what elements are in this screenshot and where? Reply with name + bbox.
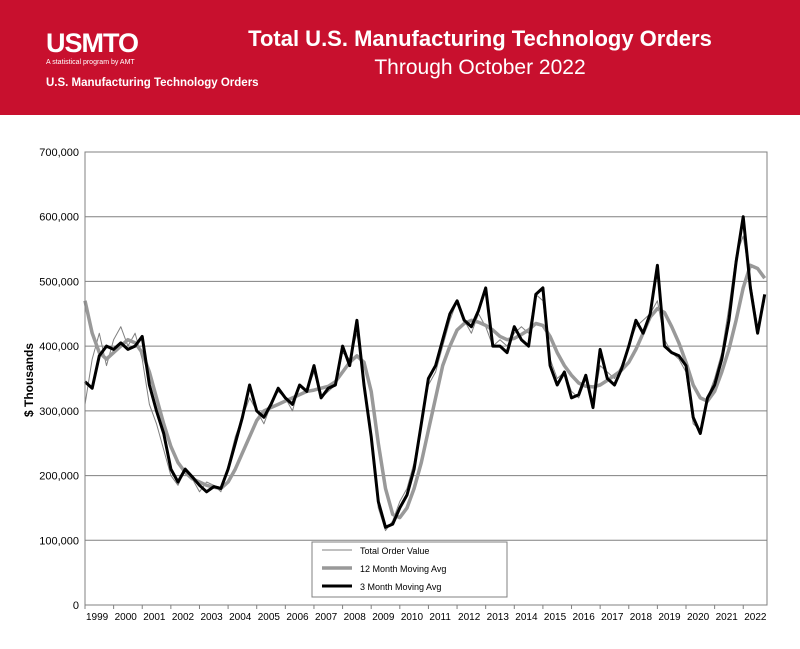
x-tick-label: 2021: [716, 612, 739, 623]
x-tick-label: 2005: [258, 612, 281, 623]
x-axis: 1999 2000 2001 2002 2003 2004 2005 2006 2007 2008…: [84, 605, 767, 623]
x-tick-label: 2019: [658, 612, 681, 623]
x-tick-label: 2013: [487, 612, 510, 623]
x-tick-label: 2008: [344, 612, 367, 623]
x-tick-label: 2018: [630, 612, 653, 623]
x-tick-label: 2007: [315, 612, 338, 623]
x-tick-label: 1999: [86, 612, 109, 623]
y-tick-label: 500,000: [39, 276, 79, 288]
y-tick-label: 100,000: [39, 535, 79, 547]
x-tick-label: 2010: [401, 612, 424, 623]
x-tick-label: 2014: [515, 612, 538, 623]
plot-border: [84, 151, 768, 606]
x-tick-label: 2000: [115, 612, 138, 623]
x-tick-label: 2009: [372, 612, 395, 623]
y-axis-label: $ Thousands: [22, 343, 36, 417]
series-layer: [83, 215, 767, 532]
x-tick-label: 2004: [229, 612, 252, 623]
y-tick-label: 0: [73, 600, 79, 612]
x-tick-label: 2022: [744, 612, 767, 623]
legend-total-order-value-label: Total Order Value: [360, 546, 429, 556]
series-total-order-value: [84, 235, 766, 532]
y-axis: 0 100,000 200,000 300,000 400,000 500,000 600,…: [39, 147, 79, 612]
program-name: U.S. Manufacturing Technology Orders: [46, 77, 259, 89]
legend-12-month-avg-label: 12 Month Moving Avg: [360, 564, 446, 574]
x-tick-label: 2020: [687, 612, 710, 623]
x-tick-label: 2006: [286, 612, 309, 623]
legend-3-month-avg-label: 3 Month Moving Avg: [360, 582, 441, 592]
y-tick-label: 400,000: [39, 341, 79, 353]
gridlines: [85, 151, 767, 541]
x-tick-label: 2011: [429, 612, 451, 623]
y-tick-label: 300,000: [39, 406, 79, 418]
x-tick-label: 2017: [601, 612, 624, 623]
legend: Total Order Value 12 Month Moving Avg 3 Mo…: [311, 541, 508, 598]
usmto-logo: USMTO: [46, 28, 139, 58]
legend-box: [311, 541, 508, 598]
series-12-month-avg: [83, 263, 767, 520]
y-tick-label: 700,000: [39, 147, 79, 159]
series-3-month-avg: [83, 215, 767, 529]
page-subtitle: Through October 2022: [374, 56, 586, 79]
x-tick-label: 2015: [544, 612, 567, 623]
x-tick-label: 2001: [143, 612, 166, 623]
y-tick-label: 200,000: [39, 471, 79, 483]
page-title: Total U.S. Manufacturing Technology Orde…: [248, 26, 712, 51]
x-tick-label: 2003: [200, 612, 223, 623]
x-tick-label: 2002: [172, 612, 195, 623]
header-banner: USMTO A statistical program by AMT U.S. …: [0, 0, 800, 115]
y-tick-label: 600,000: [39, 212, 79, 224]
x-tick-label: 2016: [573, 612, 596, 623]
logo-tagline: A statistical program by AMT: [46, 59, 135, 66]
x-tick-label: 2012: [458, 612, 481, 623]
